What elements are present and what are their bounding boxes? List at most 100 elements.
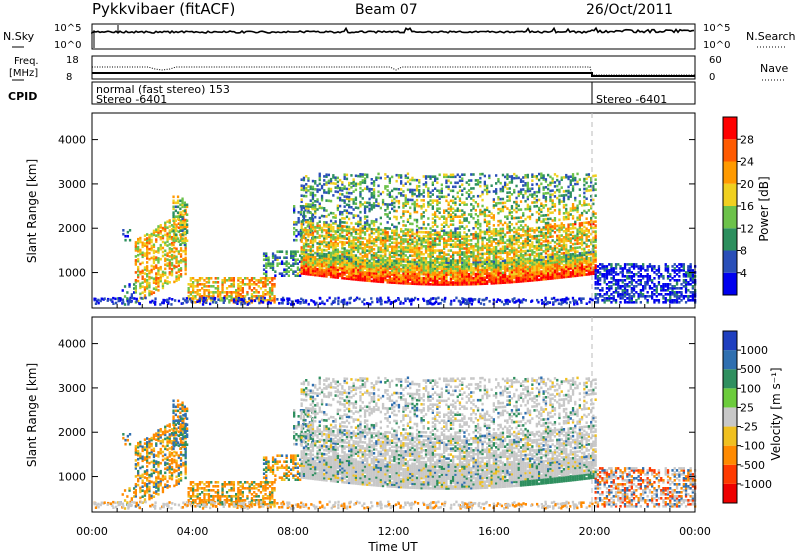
power-cell [490, 272, 493, 275]
power-cell [400, 174, 403, 177]
power-cell [271, 268, 275, 271]
power-cell [325, 257, 328, 260]
power-cell [558, 224, 561, 228]
power-cell [299, 260, 302, 263]
power-cell [266, 277, 269, 280]
power-cell [574, 182, 577, 186]
power-cell [304, 230, 307, 234]
power-cell [443, 231, 446, 234]
power-cell [203, 285, 206, 288]
power-cell [379, 272, 382, 276]
power-cell [121, 289, 124, 292]
power-cell [366, 279, 369, 282]
power-cell [470, 191, 473, 194]
power-cell [244, 283, 247, 286]
power-cell [264, 293, 267, 296]
power-cell [329, 261, 333, 265]
power-cell [540, 176, 543, 180]
power-cell [370, 195, 373, 199]
power-cell [368, 263, 371, 267]
power-cell [490, 248, 493, 251]
power-cell [569, 267, 572, 270]
power-cell [431, 183, 434, 186]
power-cell [449, 243, 453, 246]
power-cell [431, 181, 434, 184]
power-cell [515, 274, 518, 278]
power-cell [461, 275, 464, 278]
power-cell [499, 261, 502, 265]
power-cell [274, 258, 277, 261]
power-cell [372, 204, 376, 207]
power-cell [542, 176, 545, 179]
power-cell [397, 245, 401, 249]
power-cell [513, 216, 516, 220]
power-cell [352, 278, 355, 281]
power-cell [327, 257, 330, 260]
power-cell [576, 230, 579, 233]
power-cell [228, 277, 231, 280]
power-cell [388, 261, 391, 264]
power-cell [318, 268, 321, 271]
power-cell [517, 254, 520, 257]
power-cell [465, 279, 468, 282]
power-cell [359, 210, 362, 214]
power-cell [352, 264, 355, 267]
power-cell [164, 233, 167, 237]
power-cell [352, 228, 355, 231]
power-cell [359, 264, 362, 268]
power-cell [567, 259, 570, 262]
power-cell [413, 274, 416, 278]
power-cell [370, 239, 373, 243]
power-cell [583, 265, 586, 269]
power-cell [370, 249, 373, 253]
power-cell [302, 186, 306, 190]
power-cell [214, 291, 217, 294]
power-cell [386, 233, 389, 236]
power-cell [547, 275, 550, 279]
power-cell [474, 272, 477, 276]
power-cell [531, 251, 534, 254]
power-cell [499, 281, 502, 285]
power-cell [528, 247, 532, 250]
power-cell [182, 249, 185, 253]
power-cell [305, 228, 308, 232]
power-cell [524, 231, 527, 235]
power-cell [424, 261, 428, 264]
power-cell [434, 199, 437, 202]
power-cell [472, 199, 475, 202]
power-cell [393, 231, 396, 235]
power-cell [449, 205, 453, 209]
power-cell [465, 259, 468, 262]
power-cell [508, 227, 511, 230]
power-cell [499, 187, 502, 191]
power-cell [179, 237, 183, 240]
power-cell [443, 265, 446, 268]
power-cell [172, 239, 175, 242]
power-cell [481, 238, 484, 242]
power-cell [418, 276, 421, 280]
power-cell [411, 250, 414, 254]
power-cell [556, 276, 559, 280]
power-cell [422, 175, 425, 178]
power-cell [533, 231, 536, 234]
power-cell [157, 267, 160, 270]
power-cell [395, 277, 398, 281]
power-cell [431, 249, 434, 252]
power-cell [515, 252, 518, 256]
power-cell [553, 227, 557, 230]
power-cell [235, 295, 238, 298]
power-cell [445, 175, 448, 179]
power-cell [467, 229, 471, 232]
power-cell [400, 176, 403, 179]
power-cell [488, 262, 491, 265]
power-cell [513, 272, 516, 276]
power-cell [519, 192, 523, 195]
power-cell [556, 270, 559, 274]
power-cell [569, 241, 572, 244]
power-cell [370, 207, 373, 211]
power-cell [377, 226, 380, 229]
power-cell [352, 240, 355, 243]
power-cell [452, 275, 455, 278]
power-cell [143, 272, 147, 275]
power-cell [519, 264, 523, 267]
